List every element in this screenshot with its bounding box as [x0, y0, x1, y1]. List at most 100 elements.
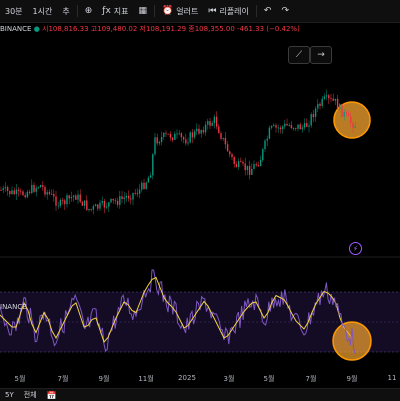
- candle-body: [257, 165, 260, 167]
- candle-body: [83, 200, 86, 206]
- date-range-icon[interactable]: 📅: [46, 390, 57, 400]
- candle-body: [330, 98, 332, 100]
- candle-body: [284, 123, 286, 127]
- candle-body: [319, 103, 321, 106]
- candle-body: [299, 124, 301, 130]
- compare-button[interactable]: ⊕: [80, 6, 98, 16]
- candle-body: [185, 139, 187, 144]
- candle-body: [2, 188, 4, 191]
- time-tick: 11: [387, 374, 397, 382]
- candle-body: [72, 195, 75, 197]
- replay-button[interactable]: ⏮ 리플레이: [203, 6, 254, 17]
- redo-button[interactable]: ↷: [276, 6, 294, 16]
- candle-body: [244, 163, 246, 171]
- candle-body: [200, 130, 202, 134]
- candle-body: [202, 130, 205, 133]
- candle-body: [303, 123, 306, 128]
- alarm-clock-icon: ⏰: [162, 6, 174, 16]
- candle-body: [70, 196, 73, 199]
- alert-label: 얼러트: [176, 6, 199, 16]
- candle-body: [26, 191, 29, 198]
- candle-body: [332, 98, 334, 101]
- candle-body: [130, 198, 132, 200]
- candle-body: [218, 126, 220, 134]
- rsi-highlight-circle: [332, 321, 372, 361]
- candle-body: [103, 201, 106, 208]
- candle-body: [341, 104, 343, 117]
- draw-trendline-button[interactable]: ⟋: [288, 46, 310, 64]
- interval-button-1h[interactable]: 1시간: [28, 6, 58, 17]
- candle-body: [255, 164, 257, 166]
- candle-body: [57, 205, 59, 207]
- candle-body: [308, 125, 310, 127]
- candle-body: [24, 195, 26, 198]
- candle-body: [114, 200, 117, 202]
- candle-body: [193, 131, 196, 138]
- candle-body: [233, 157, 235, 165]
- candle-body: [286, 123, 288, 126]
- candle-body: [9, 191, 11, 195]
- replay-icon: ⏮: [208, 6, 217, 16]
- candle-body: [44, 186, 46, 195]
- candle-body: [125, 195, 128, 198]
- candle-body: [240, 161, 242, 163]
- trendline-icon: ⟋: [295, 50, 303, 60]
- toolbar-divider: [255, 5, 257, 17]
- candle-body: [196, 128, 198, 132]
- candle-body: [323, 96, 326, 99]
- candle-body: [180, 133, 183, 138]
- time-tick: 9월: [346, 375, 358, 383]
- candle-body: [81, 201, 84, 206]
- candle-body: [204, 124, 207, 133]
- candle-body: [317, 103, 319, 109]
- candle-body: [222, 137, 224, 139]
- candle-body: [253, 164, 255, 169]
- interval-button[interactable]: 30분: [0, 6, 28, 17]
- candle-body: [92, 206, 95, 210]
- lightning-icon[interactable]: ⚡: [349, 242, 362, 255]
- candle-body: [149, 175, 152, 178]
- undo-button[interactable]: ↶: [259, 6, 277, 16]
- candle-body: [61, 199, 64, 201]
- time-tick: 9월: [98, 375, 110, 383]
- toolbar-divider: [76, 5, 78, 17]
- chart-type-button[interactable]: 추: [57, 6, 74, 17]
- indicator-label: INANCE: [0, 303, 27, 311]
- candle-body: [0, 190, 2, 191]
- candle-body: [213, 116, 216, 123]
- candle-body: [154, 137, 156, 155]
- candle-body: [343, 112, 345, 117]
- candle-body: [28, 191, 31, 193]
- range-5y-button[interactable]: 5Y: [5, 391, 14, 399]
- candle-body: [182, 137, 185, 140]
- candle-body: [259, 160, 262, 167]
- candle-body: [20, 190, 22, 192]
- rsi-line-highlighted: [333, 297, 356, 355]
- candle-body: [33, 184, 35, 192]
- candle-body: [163, 132, 165, 137]
- candle-body: [121, 196, 123, 199]
- candle-body: [138, 189, 141, 194]
- indicators-button[interactable]: ƒx 지표: [97, 6, 133, 17]
- candle-body: [352, 123, 354, 128]
- candle-body: [264, 140, 266, 150]
- candle-body: [99, 202, 101, 209]
- candle-body: [6, 187, 9, 192]
- candle-body: [94, 204, 97, 207]
- candle-body: [68, 195, 70, 199]
- candle-body: [75, 195, 77, 200]
- layout-button[interactable]: ▦: [134, 6, 153, 16]
- alert-button[interactable]: ⏰ 얼러트: [157, 6, 203, 17]
- candle-body: [79, 194, 81, 202]
- candle-body: [171, 137, 174, 140]
- candle-body: [347, 113, 350, 117]
- candle-body: [105, 206, 108, 208]
- status-dot: ●: [33, 25, 40, 33]
- candle-body: [174, 133, 176, 140]
- range-all-button[interactable]: 전체: [23, 391, 37, 399]
- draw-ray-button[interactable]: →: [310, 46, 332, 64]
- candle-body: [77, 194, 79, 200]
- redo-icon: ↷: [281, 6, 289, 16]
- replay-label: 리플레이: [219, 6, 249, 16]
